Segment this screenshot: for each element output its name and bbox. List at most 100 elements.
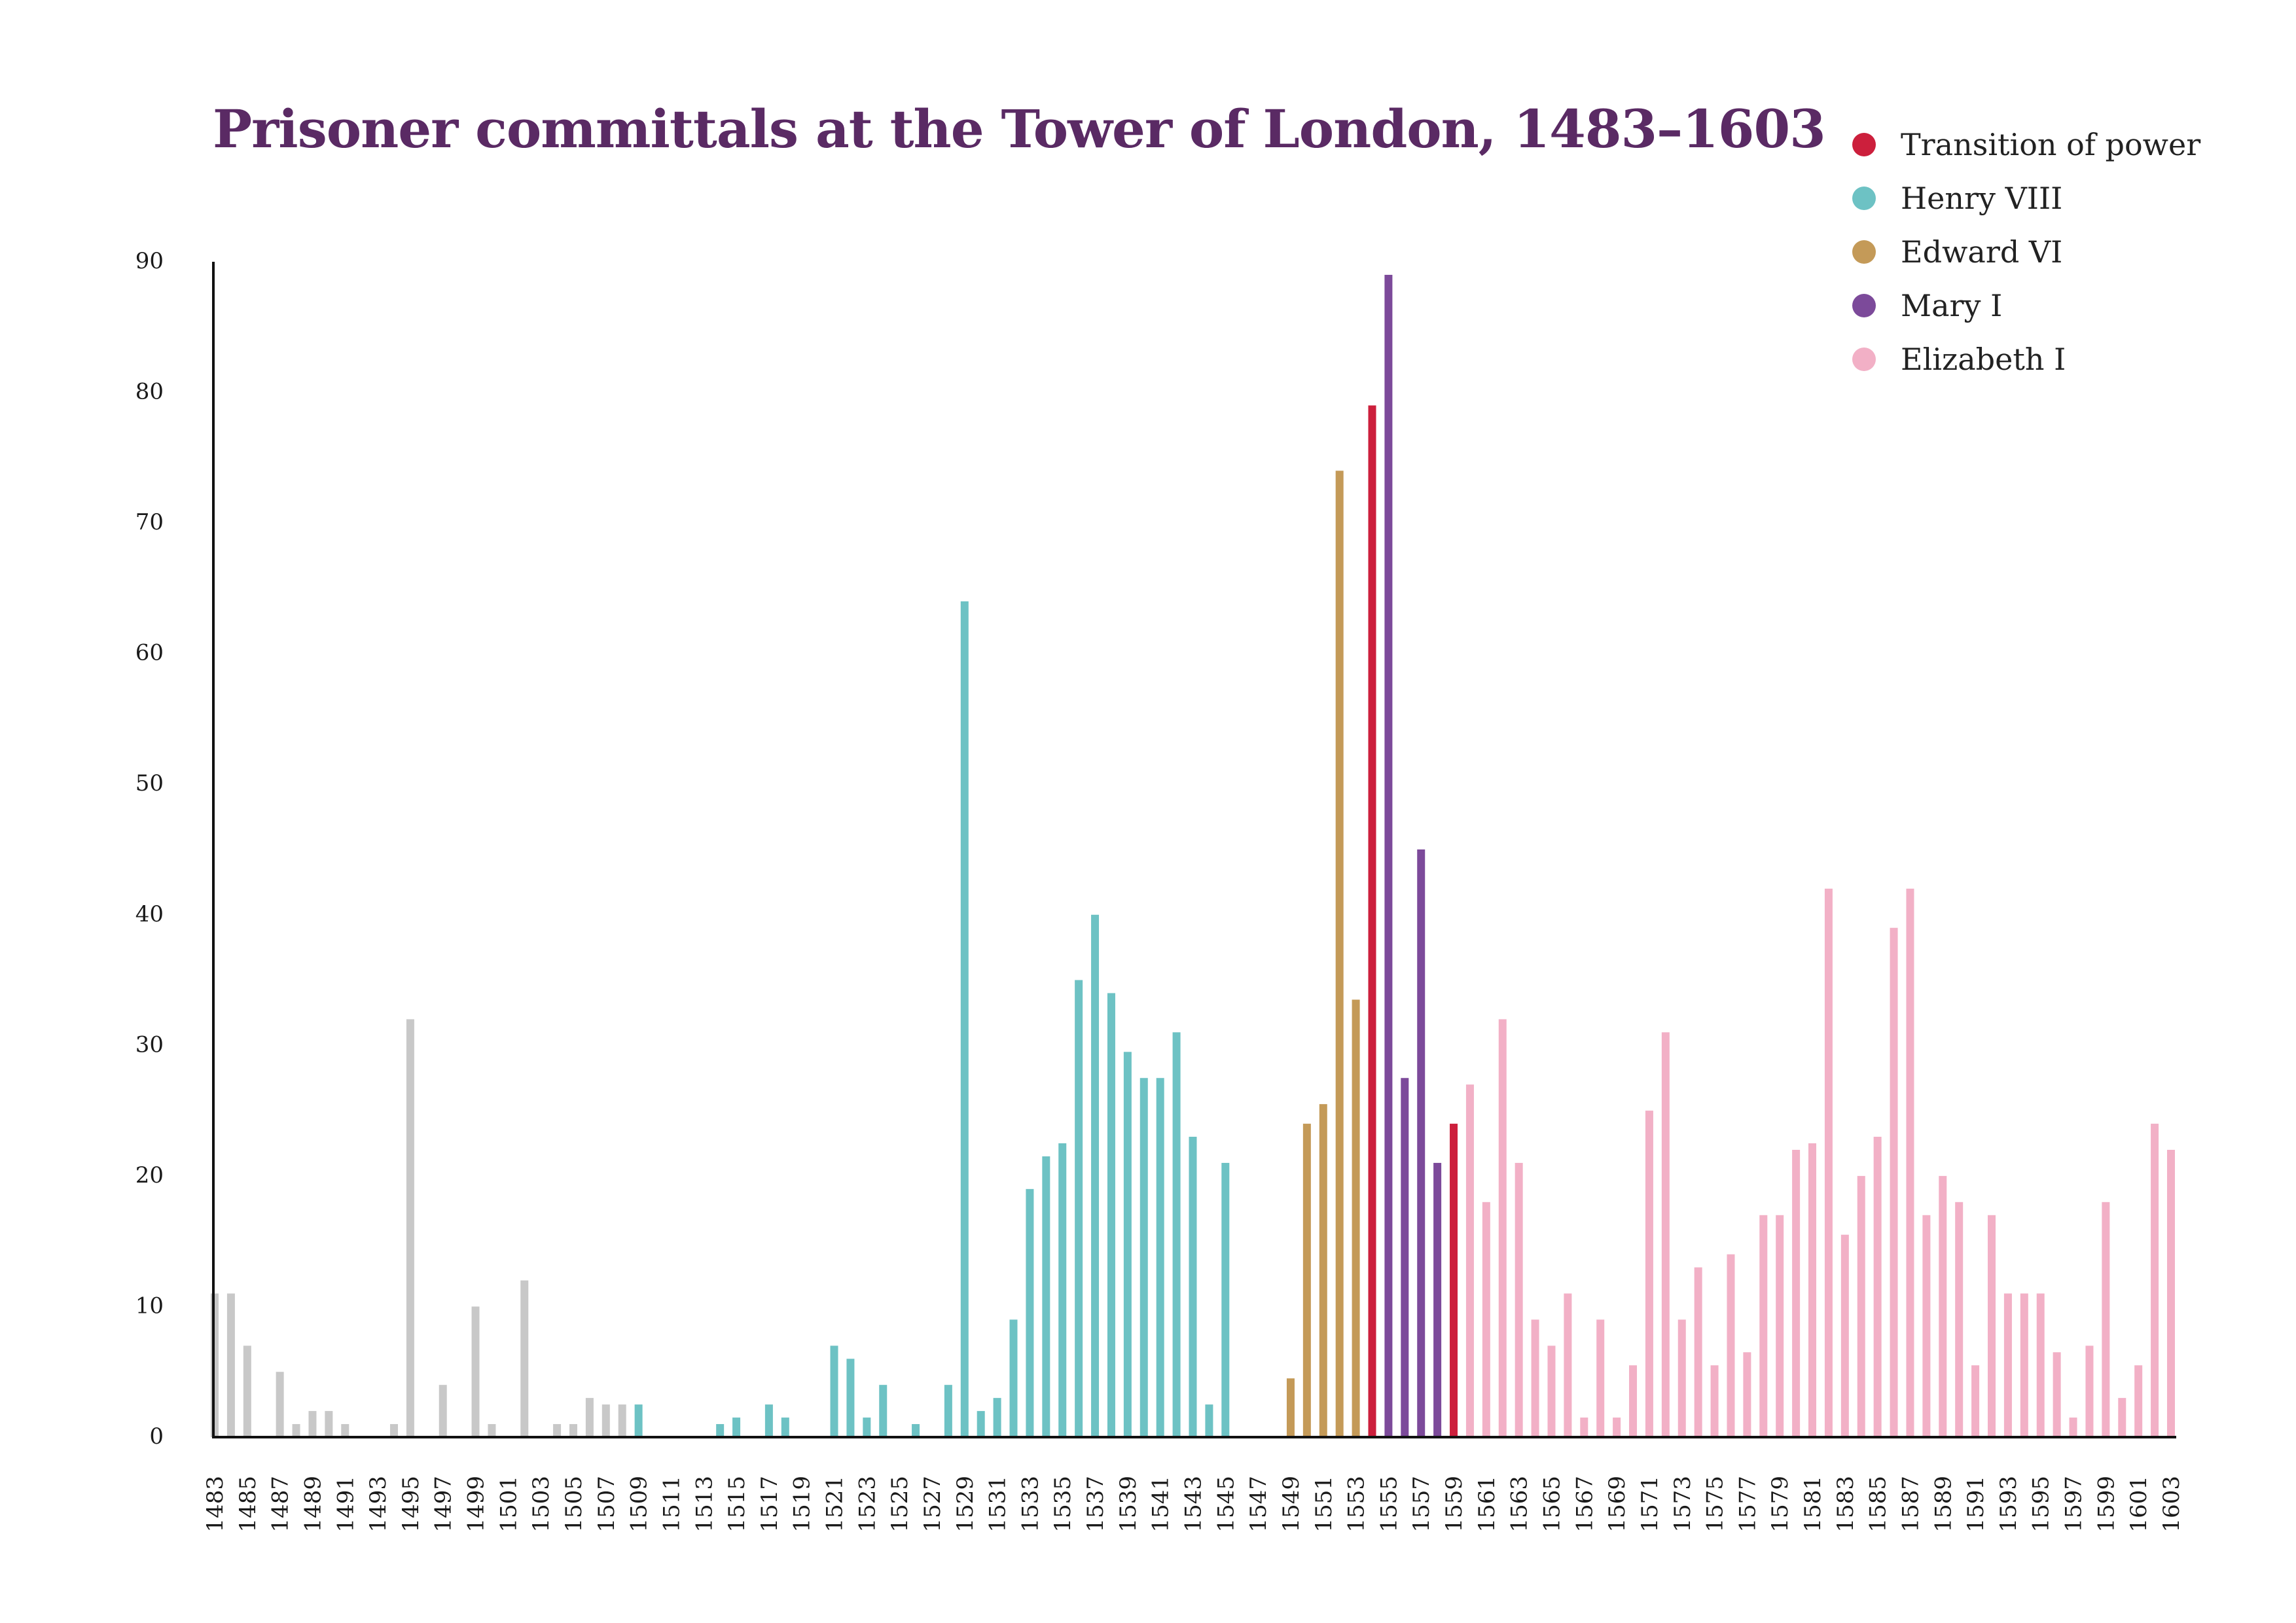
x-tick-label-1557: 1557 (1408, 1476, 1435, 1533)
bar-1502 (520, 1280, 529, 1437)
bar-1537 (1091, 914, 1100, 1437)
bar-1560 (1465, 1084, 1474, 1437)
x-tick-label-1517: 1517 (757, 1476, 783, 1533)
bar-1543 (1189, 1137, 1197, 1437)
legend-label-henry-viii: Henry VIII (1901, 181, 2063, 216)
bar-1549 (1286, 1378, 1295, 1437)
bar-1552 (1335, 471, 1344, 1438)
bar-1542 (1172, 1032, 1181, 1437)
bar-1579 (1776, 1215, 1784, 1437)
x-tick-label-1575: 1575 (1702, 1476, 1729, 1533)
y-tick-label-80: 80 (135, 379, 164, 405)
legend-item-edward-vi: Edward VI (1852, 225, 2200, 279)
bar-1581 (1808, 1143, 1817, 1437)
bar-1487 (276, 1372, 284, 1437)
bar-1533 (1026, 1188, 1034, 1437)
bar-1540 (1139, 1078, 1148, 1437)
bar-1568 (1596, 1319, 1605, 1437)
x-tick-label-1499: 1499 (463, 1476, 490, 1533)
x-tick-label-1483: 1483 (202, 1476, 228, 1533)
legend-item-elizabeth-i: Elizabeth I (1852, 332, 2200, 386)
bar-1538 (1107, 993, 1115, 1437)
bar-1518 (781, 1418, 789, 1437)
x-tick-label-1525: 1525 (887, 1476, 913, 1533)
bar-1562 (1498, 1019, 1507, 1437)
y-tick-label-60: 60 (135, 640, 164, 666)
x-tick-label-1507: 1507 (594, 1476, 620, 1533)
bar-1532 (1009, 1319, 1018, 1437)
x-tick-label-1505: 1505 (561, 1476, 587, 1533)
bar-1551 (1319, 1104, 1327, 1437)
legend: Transition of power Henry VIII Edward VI… (1852, 118, 2200, 386)
x-tick-label-1553: 1553 (1344, 1476, 1370, 1533)
x-tick-label-1501: 1501 (495, 1476, 522, 1533)
bar-1603 (2167, 1149, 2175, 1437)
bar-1585 (1873, 1137, 1882, 1437)
bar-1564 (1531, 1319, 1539, 1437)
bar-1574 (1694, 1267, 1702, 1437)
bar-1587 (1906, 888, 1914, 1437)
legend-swatch-edward-vi (1852, 240, 1876, 264)
x-tick-label-1493: 1493 (365, 1476, 391, 1533)
x-tick-label-1585: 1585 (1865, 1476, 1892, 1533)
x-tick-label-1583: 1583 (1833, 1476, 1859, 1533)
y-tick-label-30: 30 (135, 1031, 164, 1058)
bar-1485 (243, 1346, 251, 1437)
bar-1490 (325, 1411, 333, 1437)
x-tick-label-1503: 1503 (528, 1476, 554, 1533)
x-tick-label-1565: 1565 (1539, 1476, 1565, 1533)
x-tick-label-1579: 1579 (1767, 1476, 1793, 1533)
x-tick-label-1581: 1581 (1800, 1476, 1826, 1533)
bar-1601 (2134, 1365, 2143, 1437)
bar-1594 (2020, 1293, 2028, 1437)
x-tick-label-1523: 1523 (854, 1476, 880, 1533)
bar-1499 (471, 1306, 480, 1437)
bar-1491 (341, 1424, 350, 1437)
x-tick-label-1559: 1559 (1441, 1476, 1467, 1533)
legend-label-transition: Transition of power (1901, 127, 2201, 162)
bar-1505 (569, 1424, 577, 1437)
bar-1593 (2003, 1293, 2012, 1437)
bar-1584 (1857, 1175, 1865, 1437)
bar-1588 (1922, 1215, 1931, 1437)
x-tick-label-1597: 1597 (2061, 1476, 2087, 1533)
legend-swatch-henry-viii (1852, 187, 1876, 210)
bar-1497 (439, 1385, 447, 1437)
y-tick-label-50: 50 (135, 770, 164, 796)
bar-1523 (863, 1418, 871, 1437)
x-tick-label-1549: 1549 (1278, 1476, 1304, 1533)
bar-1488 (292, 1424, 300, 1437)
bar-1567 (1580, 1418, 1588, 1437)
x-tick-label-1537: 1537 (1083, 1476, 1109, 1533)
bar-1531 (993, 1398, 1001, 1437)
y-tick-label-90: 90 (135, 248, 164, 274)
x-tick-label-1591: 1591 (1963, 1476, 1989, 1533)
x-tick-label-1595: 1595 (2028, 1476, 2054, 1533)
x-tick-label-1485: 1485 (235, 1476, 261, 1533)
bar-1602 (2151, 1124, 2159, 1437)
bar-1575 (1710, 1365, 1719, 1437)
y-tick-label-0: 0 (149, 1423, 164, 1450)
x-tick-label-1571: 1571 (1637, 1476, 1663, 1533)
x-tick-label-1569: 1569 (1604, 1476, 1630, 1533)
bar-1570 (1629, 1365, 1638, 1437)
bar-1507 (601, 1404, 610, 1437)
bar-1598 (2085, 1346, 2094, 1437)
bar-1577 (1743, 1352, 1751, 1437)
x-tick-label-1511: 1511 (658, 1476, 685, 1533)
bar-1509 (634, 1404, 643, 1437)
x-tick-label-1603: 1603 (2159, 1476, 2185, 1533)
bar-1489 (308, 1411, 317, 1437)
bar-1504 (553, 1424, 562, 1437)
x-tick-label-1509: 1509 (626, 1476, 653, 1533)
bar-1573 (1677, 1319, 1686, 1437)
x-tick-label-1567: 1567 (1571, 1476, 1598, 1533)
x-tick-label-1519: 1519 (789, 1476, 816, 1533)
x-tick-label-1589: 1589 (1930, 1476, 1956, 1533)
bar-1541 (1156, 1078, 1164, 1437)
y-tick-label-20: 20 (135, 1162, 164, 1188)
bar-1534 (1042, 1156, 1050, 1437)
bar-1591 (1971, 1365, 1980, 1437)
bar-1596 (2053, 1352, 2061, 1437)
